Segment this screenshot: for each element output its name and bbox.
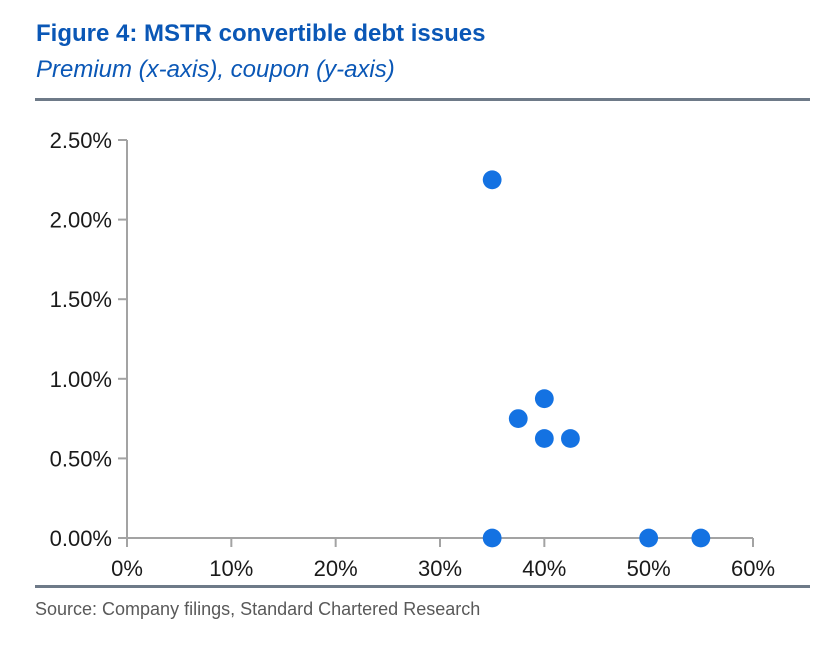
x-tick-label: 10% (209, 556, 253, 581)
x-tick-label: 20% (314, 556, 358, 581)
bottom-divider (35, 585, 810, 588)
data-point (482, 528, 502, 548)
data-point (691, 528, 711, 548)
y-tick-label: 1.50% (50, 287, 112, 312)
x-tick-label: 60% (731, 556, 775, 581)
data-point (561, 429, 580, 448)
top-divider (35, 98, 810, 101)
data-point (482, 170, 502, 190)
figure-subtitle: Premium (x-axis), coupon (y-axis) (36, 56, 395, 83)
y-tick-label: 0.50% (50, 446, 112, 471)
x-tick-label: 50% (627, 556, 671, 581)
data-point (639, 528, 659, 548)
y-tick-label: 2.00% (50, 208, 112, 233)
x-tick-label: 40% (522, 556, 566, 581)
data-point (534, 389, 554, 409)
y-tick-label: 0.00% (50, 526, 112, 551)
data-point (508, 409, 528, 428)
y-tick-label: 2.50% (50, 128, 112, 153)
source-text: Source: Company filings, Standard Charte… (35, 599, 481, 619)
x-tick-label: 30% (418, 556, 462, 581)
figure-title: Figure 4: MSTR convertible debt issues (36, 20, 486, 47)
x-tick-label: 0% (111, 556, 143, 581)
data-point (534, 429, 554, 448)
y-tick-label: 1.00% (50, 367, 112, 392)
